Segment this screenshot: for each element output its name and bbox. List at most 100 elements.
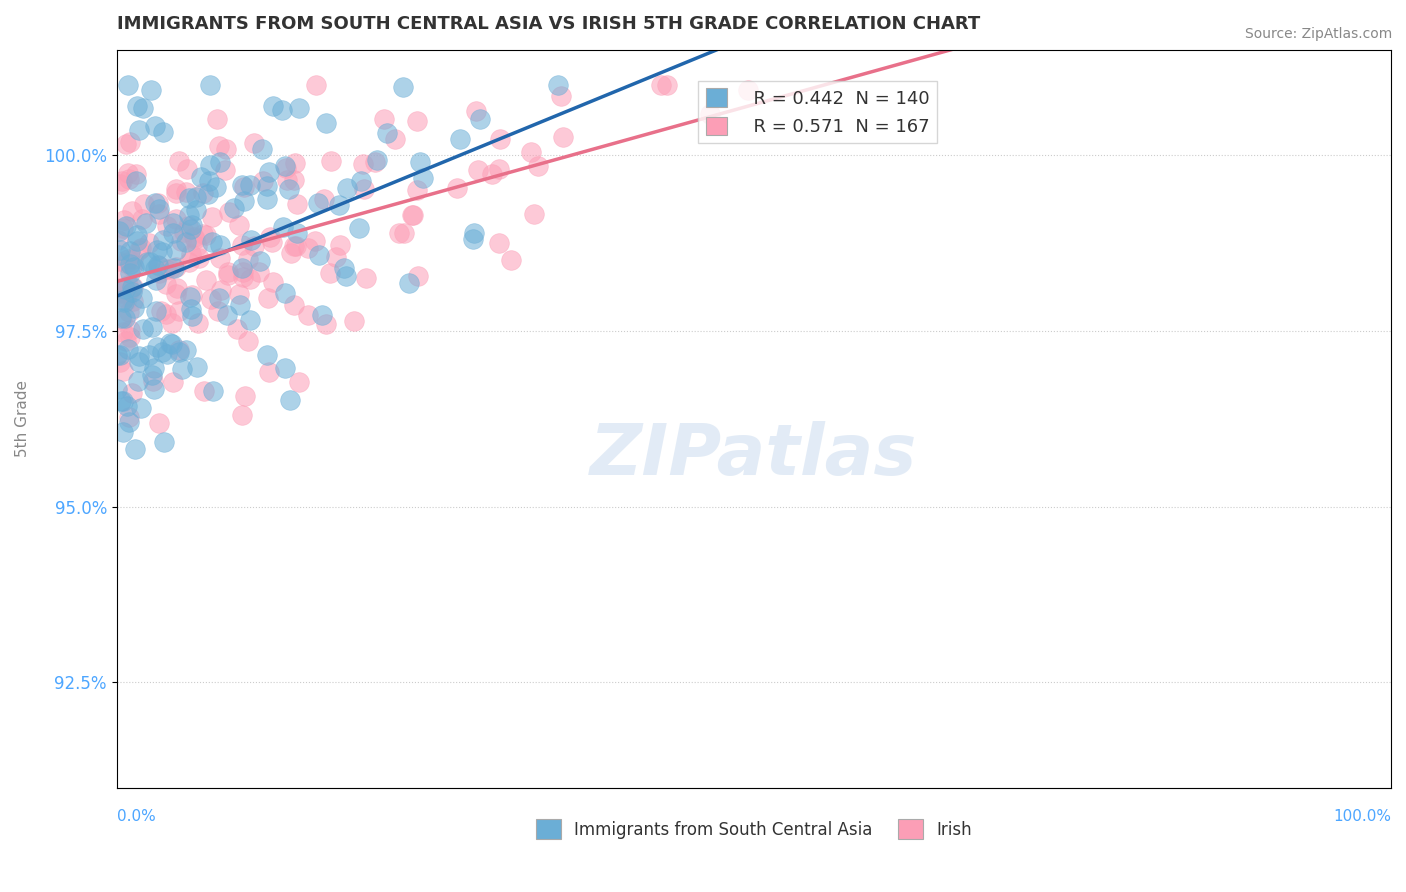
Point xyxy=(122,260,145,274)
Point xyxy=(181,219,204,233)
Point xyxy=(139,255,162,269)
Point xyxy=(284,156,307,170)
Point xyxy=(305,78,328,92)
Point xyxy=(214,163,236,178)
Point xyxy=(526,159,548,173)
Point xyxy=(131,292,153,306)
Point xyxy=(229,297,252,311)
Point xyxy=(208,138,231,153)
Point xyxy=(208,291,231,305)
Point xyxy=(125,168,148,182)
Point xyxy=(277,182,299,196)
Point xyxy=(107,224,129,238)
Point xyxy=(287,101,309,115)
Point xyxy=(132,322,155,336)
Point xyxy=(236,334,259,349)
Point xyxy=(121,293,143,308)
Point xyxy=(141,368,163,382)
Point xyxy=(148,202,170,217)
Point xyxy=(152,234,174,248)
Point xyxy=(224,201,246,215)
Point xyxy=(162,226,184,240)
Point xyxy=(655,78,678,92)
Point xyxy=(488,236,510,251)
Point xyxy=(148,416,170,430)
Point xyxy=(108,247,131,261)
Point xyxy=(118,305,141,319)
Point xyxy=(195,273,218,287)
Point xyxy=(121,252,143,267)
Point xyxy=(353,182,375,196)
Point xyxy=(128,355,150,369)
Point xyxy=(262,98,284,112)
Text: IMMIGRANTS FROM SOUTH CENTRAL ASIA VS IRISH 5TH GRADE CORRELATION CHART: IMMIGRANTS FROM SOUTH CENTRAL ASIA VS IR… xyxy=(117,15,980,33)
Point xyxy=(107,281,129,295)
Point xyxy=(129,241,152,255)
Point xyxy=(461,232,484,246)
Point xyxy=(202,384,225,399)
Point xyxy=(108,177,131,191)
Point xyxy=(699,107,721,121)
Point xyxy=(131,212,153,227)
Point xyxy=(118,410,141,425)
Y-axis label: 5th Grade: 5th Grade xyxy=(15,380,30,458)
Point xyxy=(177,208,200,222)
Point xyxy=(120,323,142,337)
Point xyxy=(375,126,398,140)
Point xyxy=(252,142,274,156)
Point xyxy=(501,253,523,268)
Point xyxy=(112,290,135,304)
Point xyxy=(121,285,143,299)
Point xyxy=(325,251,347,265)
Point xyxy=(366,153,388,168)
Point xyxy=(489,132,512,146)
Point xyxy=(231,260,253,275)
Text: ZIPatlas: ZIPatlas xyxy=(591,421,918,491)
Point xyxy=(145,339,167,353)
Point xyxy=(343,314,366,328)
Point xyxy=(218,268,240,282)
Point xyxy=(111,325,134,339)
Point xyxy=(304,235,326,249)
Point xyxy=(143,120,166,134)
Point xyxy=(117,288,139,302)
Point xyxy=(127,99,149,113)
Point xyxy=(110,310,132,325)
Point xyxy=(329,238,352,252)
Point xyxy=(208,155,231,169)
Point xyxy=(384,131,406,145)
Text: 100.0%: 100.0% xyxy=(1333,809,1391,824)
Point xyxy=(315,317,337,331)
Point xyxy=(112,425,135,439)
Point xyxy=(406,114,429,128)
Point xyxy=(218,204,240,219)
Point xyxy=(312,192,335,206)
Point xyxy=(285,196,308,211)
Point xyxy=(167,154,190,169)
Point xyxy=(278,393,301,408)
Point xyxy=(128,349,150,363)
Point xyxy=(111,364,134,378)
Point xyxy=(141,320,163,334)
Point xyxy=(121,203,143,218)
Point xyxy=(155,262,177,277)
Point xyxy=(148,266,170,280)
Point xyxy=(127,228,149,243)
Point xyxy=(288,375,311,389)
Point xyxy=(156,219,179,233)
Point xyxy=(112,394,135,409)
Point xyxy=(129,401,152,415)
Point xyxy=(233,180,256,194)
Point xyxy=(187,316,209,330)
Point xyxy=(488,161,510,176)
Point xyxy=(449,132,471,146)
Point xyxy=(110,393,132,408)
Point xyxy=(150,245,173,260)
Point xyxy=(111,293,134,307)
Point xyxy=(336,181,359,195)
Point xyxy=(156,347,179,361)
Point xyxy=(111,220,134,235)
Point xyxy=(174,185,197,199)
Point xyxy=(180,247,202,261)
Point xyxy=(464,103,486,118)
